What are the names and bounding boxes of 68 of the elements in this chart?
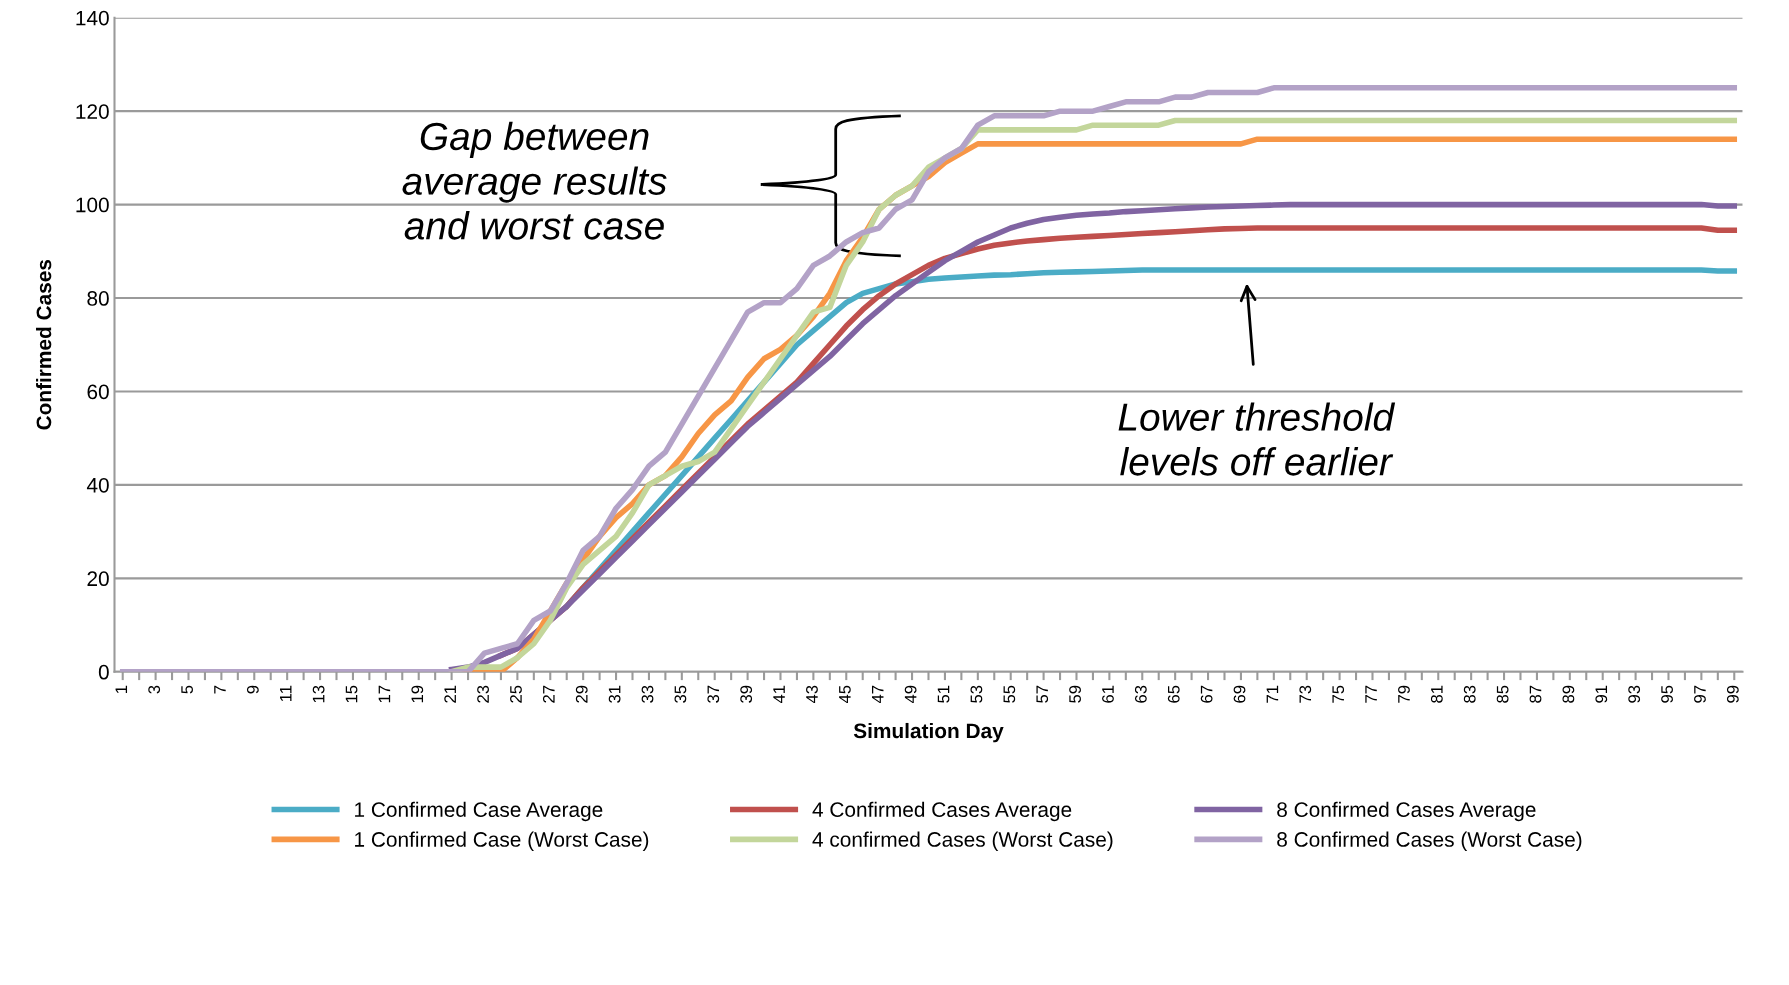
x-tick-label: 59 — [1069, 685, 1081, 703]
x-tick-label: 1 — [115, 685, 128, 693]
x-tick-label: 3 — [148, 685, 161, 694]
legend-label: 8 Confirmed Cases (Worst Case) — [1277, 831, 1582, 851]
x-tick-label: 77 — [1365, 685, 1377, 703]
x-tick-label: 87 — [1529, 685, 1542, 703]
x-tick-label: 57 — [1036, 685, 1049, 703]
x-tick-label: 31 — [608, 685, 621, 703]
x-tick-label: 33 — [641, 685, 654, 703]
x-tick-label: 69 — [1233, 685, 1246, 703]
x-tick-label: 73 — [1299, 685, 1312, 703]
x-tick-label: 85 — [1496, 685, 1509, 703]
x-tick-label: 75 — [1332, 685, 1345, 703]
x-tick-label: 35 — [674, 685, 687, 703]
x-tick-label: 61 — [1102, 685, 1114, 703]
x-tick-label: 21 — [444, 685, 456, 703]
x-tick-label: 11 — [280, 685, 292, 701]
x-tick-label: 47 — [872, 685, 884, 704]
y-tick-label: 100 — [76, 197, 109, 213]
x-tick-label: 7 — [214, 685, 226, 694]
x-tick-label: 13 — [312, 685, 325, 703]
legend-label: 4 confirmed Cases (Worst Case) — [812, 831, 1113, 851]
legend-label: 8 Confirmed Cases Average — [1277, 801, 1536, 822]
x-tick-label: 17 — [378, 685, 391, 703]
x-tick-label: 25 — [510, 685, 522, 703]
legend-label: 4 Confirmed Cases Average — [812, 801, 1072, 822]
x-tick-label: 89 — [1562, 685, 1575, 703]
x-tick-label: 65 — [1167, 685, 1180, 703]
x-tick-label: 43 — [806, 685, 818, 704]
x-tick-label: 19 — [411, 685, 424, 703]
x-tick-label: 81 — [1430, 685, 1443, 703]
x-tick-label: 49 — [904, 685, 917, 704]
x-tick-label: 71 — [1266, 685, 1279, 703]
x-tick-label: 67 — [1200, 685, 1213, 703]
y-tick-label: 20 — [87, 571, 109, 587]
x-tick-label: 37 — [707, 685, 720, 703]
legend-label: 1 Confirmed Case Average — [355, 801, 603, 822]
x-tick-label: 63 — [1134, 685, 1147, 703]
x-axis-title: Simulation Day — [853, 722, 1004, 743]
x-tick-label: 53 — [970, 685, 983, 703]
x-tick-label: 93 — [1628, 685, 1641, 703]
y-tick-label: 0 — [98, 664, 109, 680]
x-tick-label: 9 — [246, 685, 259, 694]
x-tick-label: 27 — [542, 685, 555, 703]
y-tick-label: 120 — [76, 104, 109, 119]
y-tick-label: 80 — [87, 291, 109, 306]
x-tick-label: 95 — [1661, 685, 1673, 703]
annotation: Gap between average results and worst case — [402, 121, 667, 240]
y-tick-label: 140 — [76, 10, 109, 26]
x-tick-label: 97 — [1694, 685, 1706, 703]
x-tick-label: 45 — [839, 685, 851, 704]
x-tick-label: 15 — [345, 685, 358, 703]
x-tick-label: 23 — [477, 685, 489, 703]
annotation: Lower threshold levels off earlier — [1118, 402, 1396, 476]
y-axis-title: Confirmed Cases — [36, 259, 52, 430]
x-tick-label: 79 — [1398, 685, 1410, 703]
y-tick-label: 40 — [86, 477, 109, 493]
x-tick-label: 51 — [937, 685, 950, 703]
x-tick-label: 41 — [773, 685, 785, 704]
x-tick-label: 91 — [1595, 685, 1608, 703]
x-tick-label: 39 — [740, 685, 753, 703]
x-tick-label: 99 — [1726, 685, 1739, 703]
x-tick-label: 83 — [1463, 685, 1476, 703]
x-tick-label: 55 — [1003, 685, 1016, 703]
x-tick-label: 5 — [181, 685, 193, 694]
y-tick-label: 60 — [87, 384, 109, 400]
x-tick-label: 29 — [575, 685, 588, 703]
legend-label: 1 Confirmed Case (Worst Case) — [355, 831, 649, 851]
